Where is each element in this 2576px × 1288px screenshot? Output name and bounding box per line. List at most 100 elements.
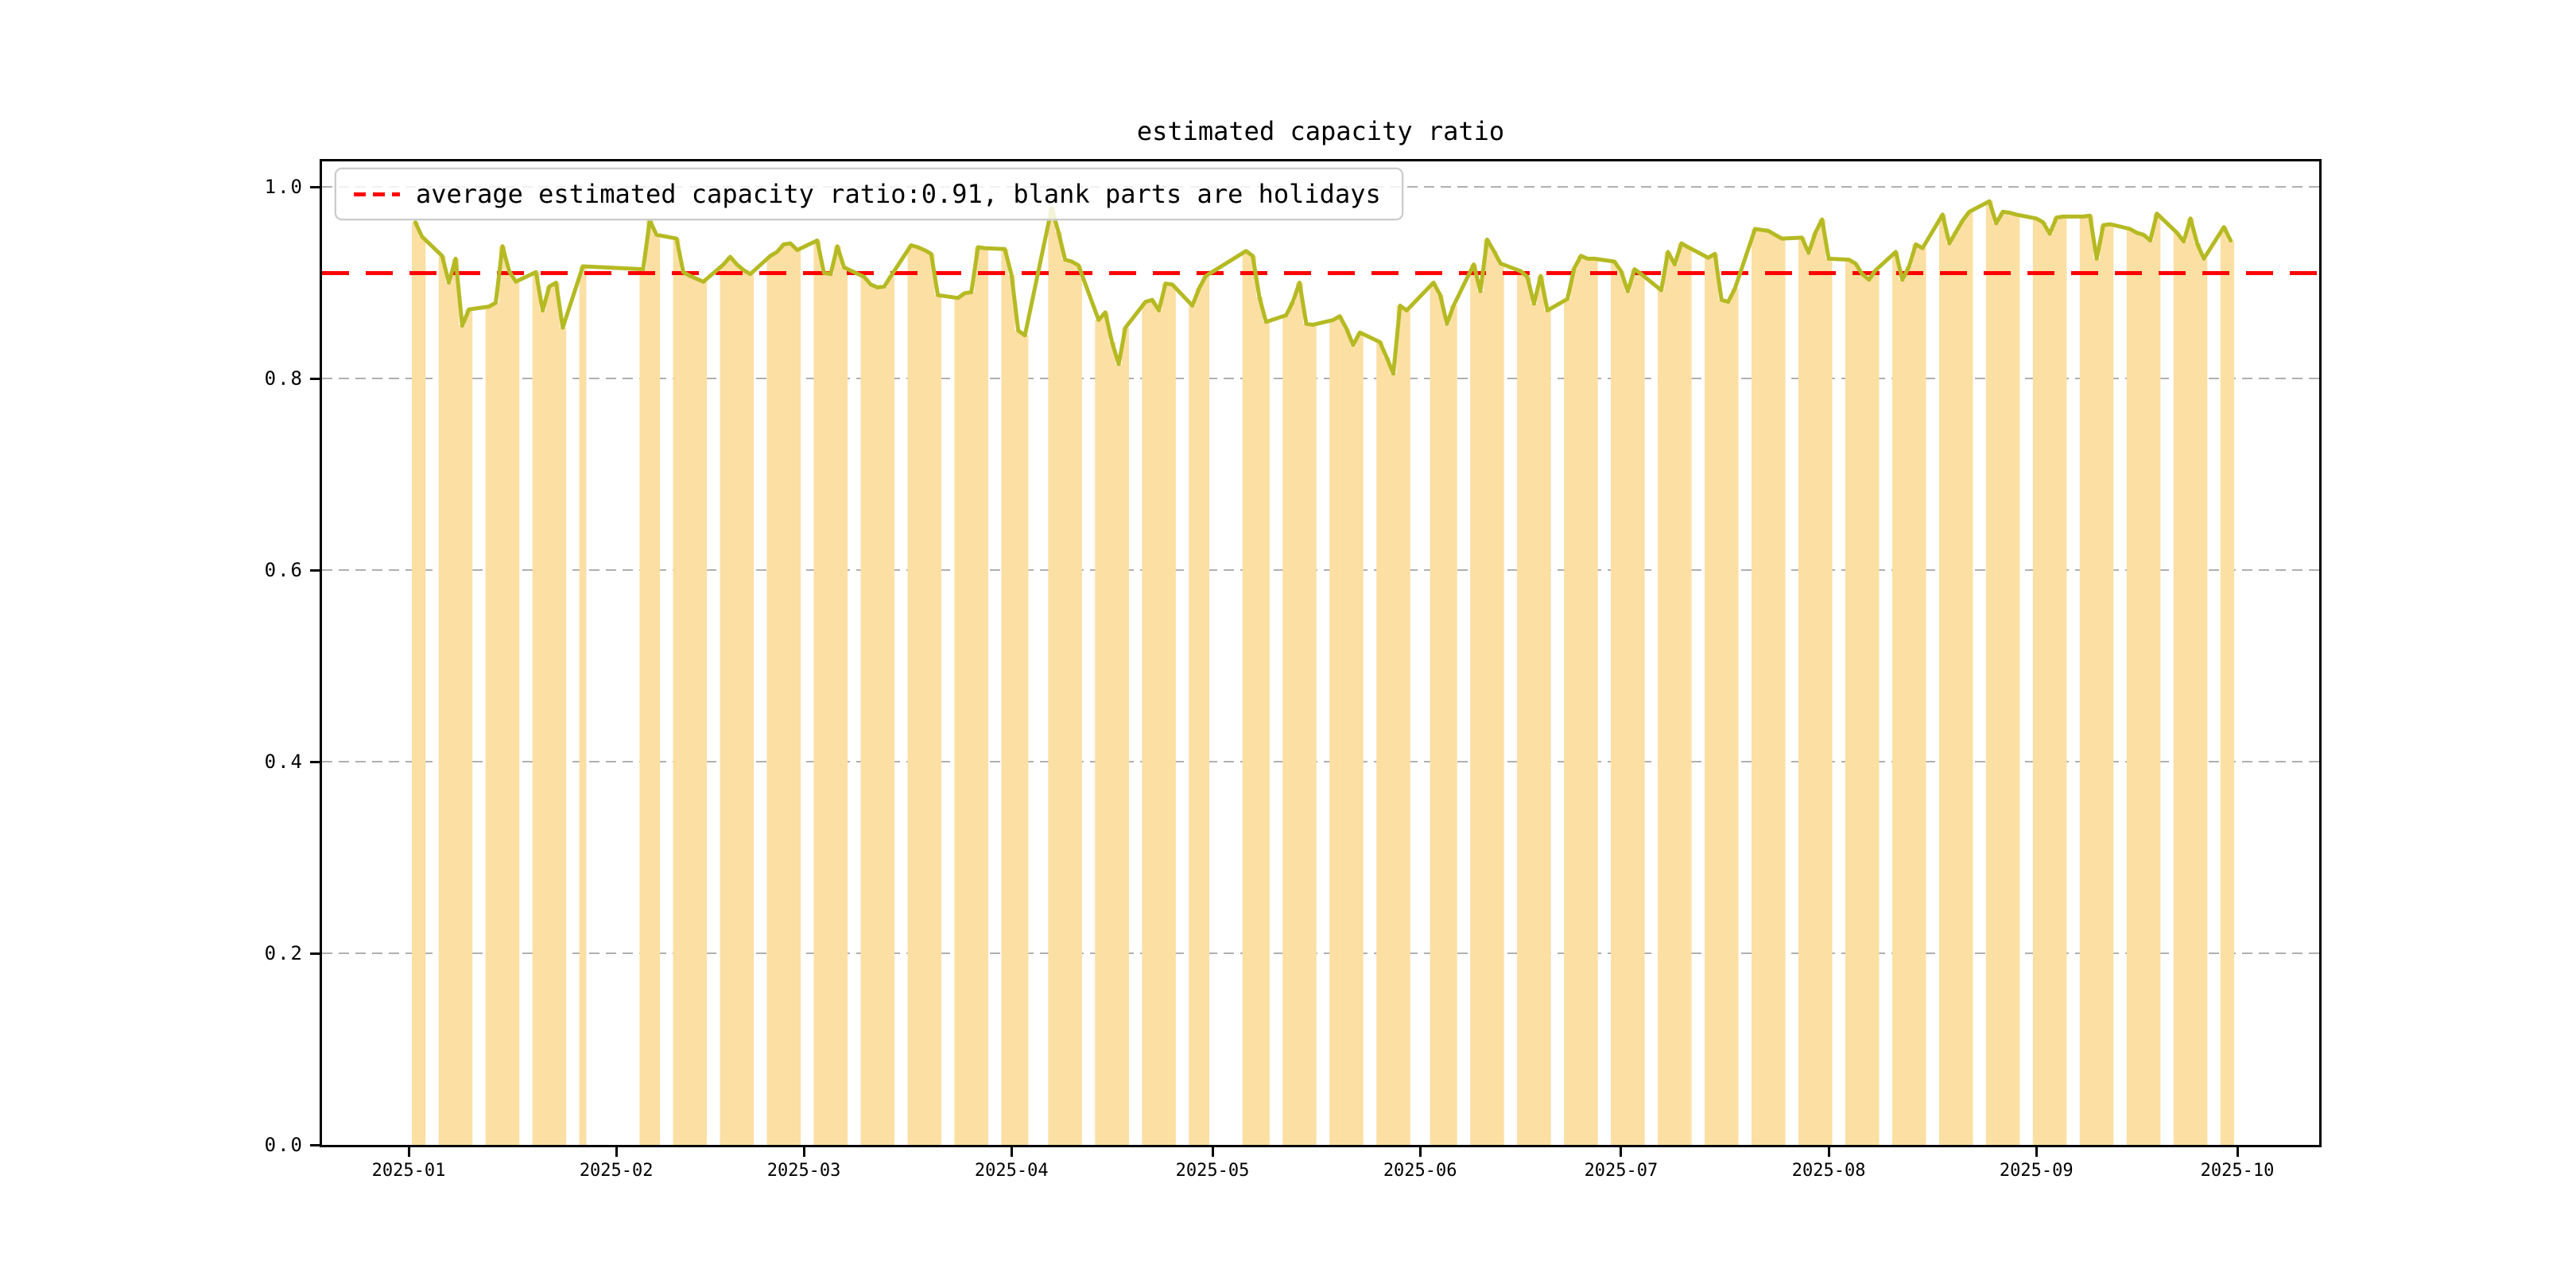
workday-bar [1959,220,1967,1145]
workday-bar [1684,246,1692,1145]
workday-bar [2006,212,2013,1145]
workday-bar [773,251,781,1145]
workday-bar [1115,363,1123,1145]
workday-bar [1758,230,1766,1145]
workday-bar [1289,301,1297,1145]
workday-bar [1309,324,1317,1145]
y-tick-label: 1.0 [264,176,304,198]
workday-bar [1162,283,1170,1145]
workday-bar [1872,270,1880,1145]
workday-bar [1637,274,1645,1145]
workday-bar [2106,223,2114,1145]
workday-bar [1825,258,1833,1145]
workday-bar [1611,261,1618,1145]
legend-label: average estimated capacity ratio:0.91, b… [416,179,1381,209]
workday-bar [1891,251,1899,1145]
workday-bar [2194,243,2201,1145]
workday-bar [1402,310,1410,1145]
y-tick [310,568,320,572]
workday-bar [1383,357,1391,1145]
workday-bar [733,264,741,1145]
workday-bar [1852,263,1860,1145]
workday-bar [1249,255,1256,1145]
workday-bar [2153,213,2161,1145]
workday-bar [499,246,506,1145]
workday-bar [1952,231,1960,1145]
workday-bar [1155,310,1163,1145]
workday-bar [1670,264,1678,1145]
workday-bar [2093,258,2101,1145]
workday-bar [692,278,700,1145]
workday-bar [1811,232,1819,1145]
workday-bar [445,282,452,1145]
workday-bar [539,310,546,1145]
workday-bar [412,222,419,1145]
workday-bar [874,287,882,1145]
workday-bar [646,220,654,1145]
workday-bar [1195,288,1203,1145]
workday-bar [2126,229,2134,1145]
workday-bar [1476,291,1484,1145]
plot-area [320,159,2322,1147]
workday-bar [505,271,513,1145]
workday-bar [438,255,446,1145]
workday-bar [458,325,466,1145]
workday-bar [1918,248,1926,1145]
workday-bar [1965,211,1973,1145]
workday-bar [927,254,935,1145]
workday-bar [2086,215,2094,1145]
workday-bar [1590,258,1598,1145]
workday-bar [2133,232,2141,1145]
y-tick-label: 0.8 [264,367,304,390]
workday-bar [720,264,727,1145]
workday-bar [739,270,747,1145]
workday-bar [1282,315,1290,1145]
capacity-ratio-line [413,199,2233,376]
workday-bar [793,250,801,1145]
workday-bar [1430,282,1437,1145]
workday-bar [532,272,540,1145]
workday-bar [1537,276,1545,1145]
workday-bar [1484,239,1491,1145]
workday-bar [1778,239,1786,1145]
workday-bar [579,266,587,1145]
workday-bar [820,273,828,1145]
x-tick [1620,1147,1623,1157]
x-tick [615,1147,618,1157]
workday-bar [1443,324,1451,1145]
workday-bar [2039,222,2047,1145]
workday-bar [1021,335,1029,1145]
y-tick [310,952,320,955]
workday-bar [653,235,661,1145]
workday-bar [934,295,941,1145]
x-tick [802,1147,805,1157]
workday-bar [1617,271,1625,1145]
workday-bar [921,250,929,1145]
workday-bar [1329,320,1337,1145]
y-tick-label: 0.2 [264,942,304,964]
workday-bar [1905,266,1913,1145]
workday-bar [418,236,426,1145]
workday-bar [880,286,888,1145]
workday-bar [1068,261,1076,1145]
workday-bar [1336,316,1344,1145]
workday-bar [1858,274,1866,1145]
workday-bar [833,246,841,1145]
x-tick [1827,1147,1830,1157]
x-tick-label: 2025-01 [371,1161,446,1181]
workday-bar [907,245,915,1145]
workday-bar [968,292,976,1145]
workday-bar [1664,251,1672,1145]
workday-bar [1390,373,1397,1145]
workday-bar [1496,263,1504,1145]
workday-bar [1818,219,1826,1145]
x-tick-label: 2025-03 [766,1161,841,1181]
workday-bar [1724,301,1732,1145]
x-tick [1010,1147,1013,1157]
x-tick-label: 2025-06 [1383,1161,1457,1181]
workday-bar [1999,211,2007,1145]
workday-bar [1798,237,1806,1145]
workday-bar [827,274,835,1145]
workday-bar [2220,227,2228,1145]
